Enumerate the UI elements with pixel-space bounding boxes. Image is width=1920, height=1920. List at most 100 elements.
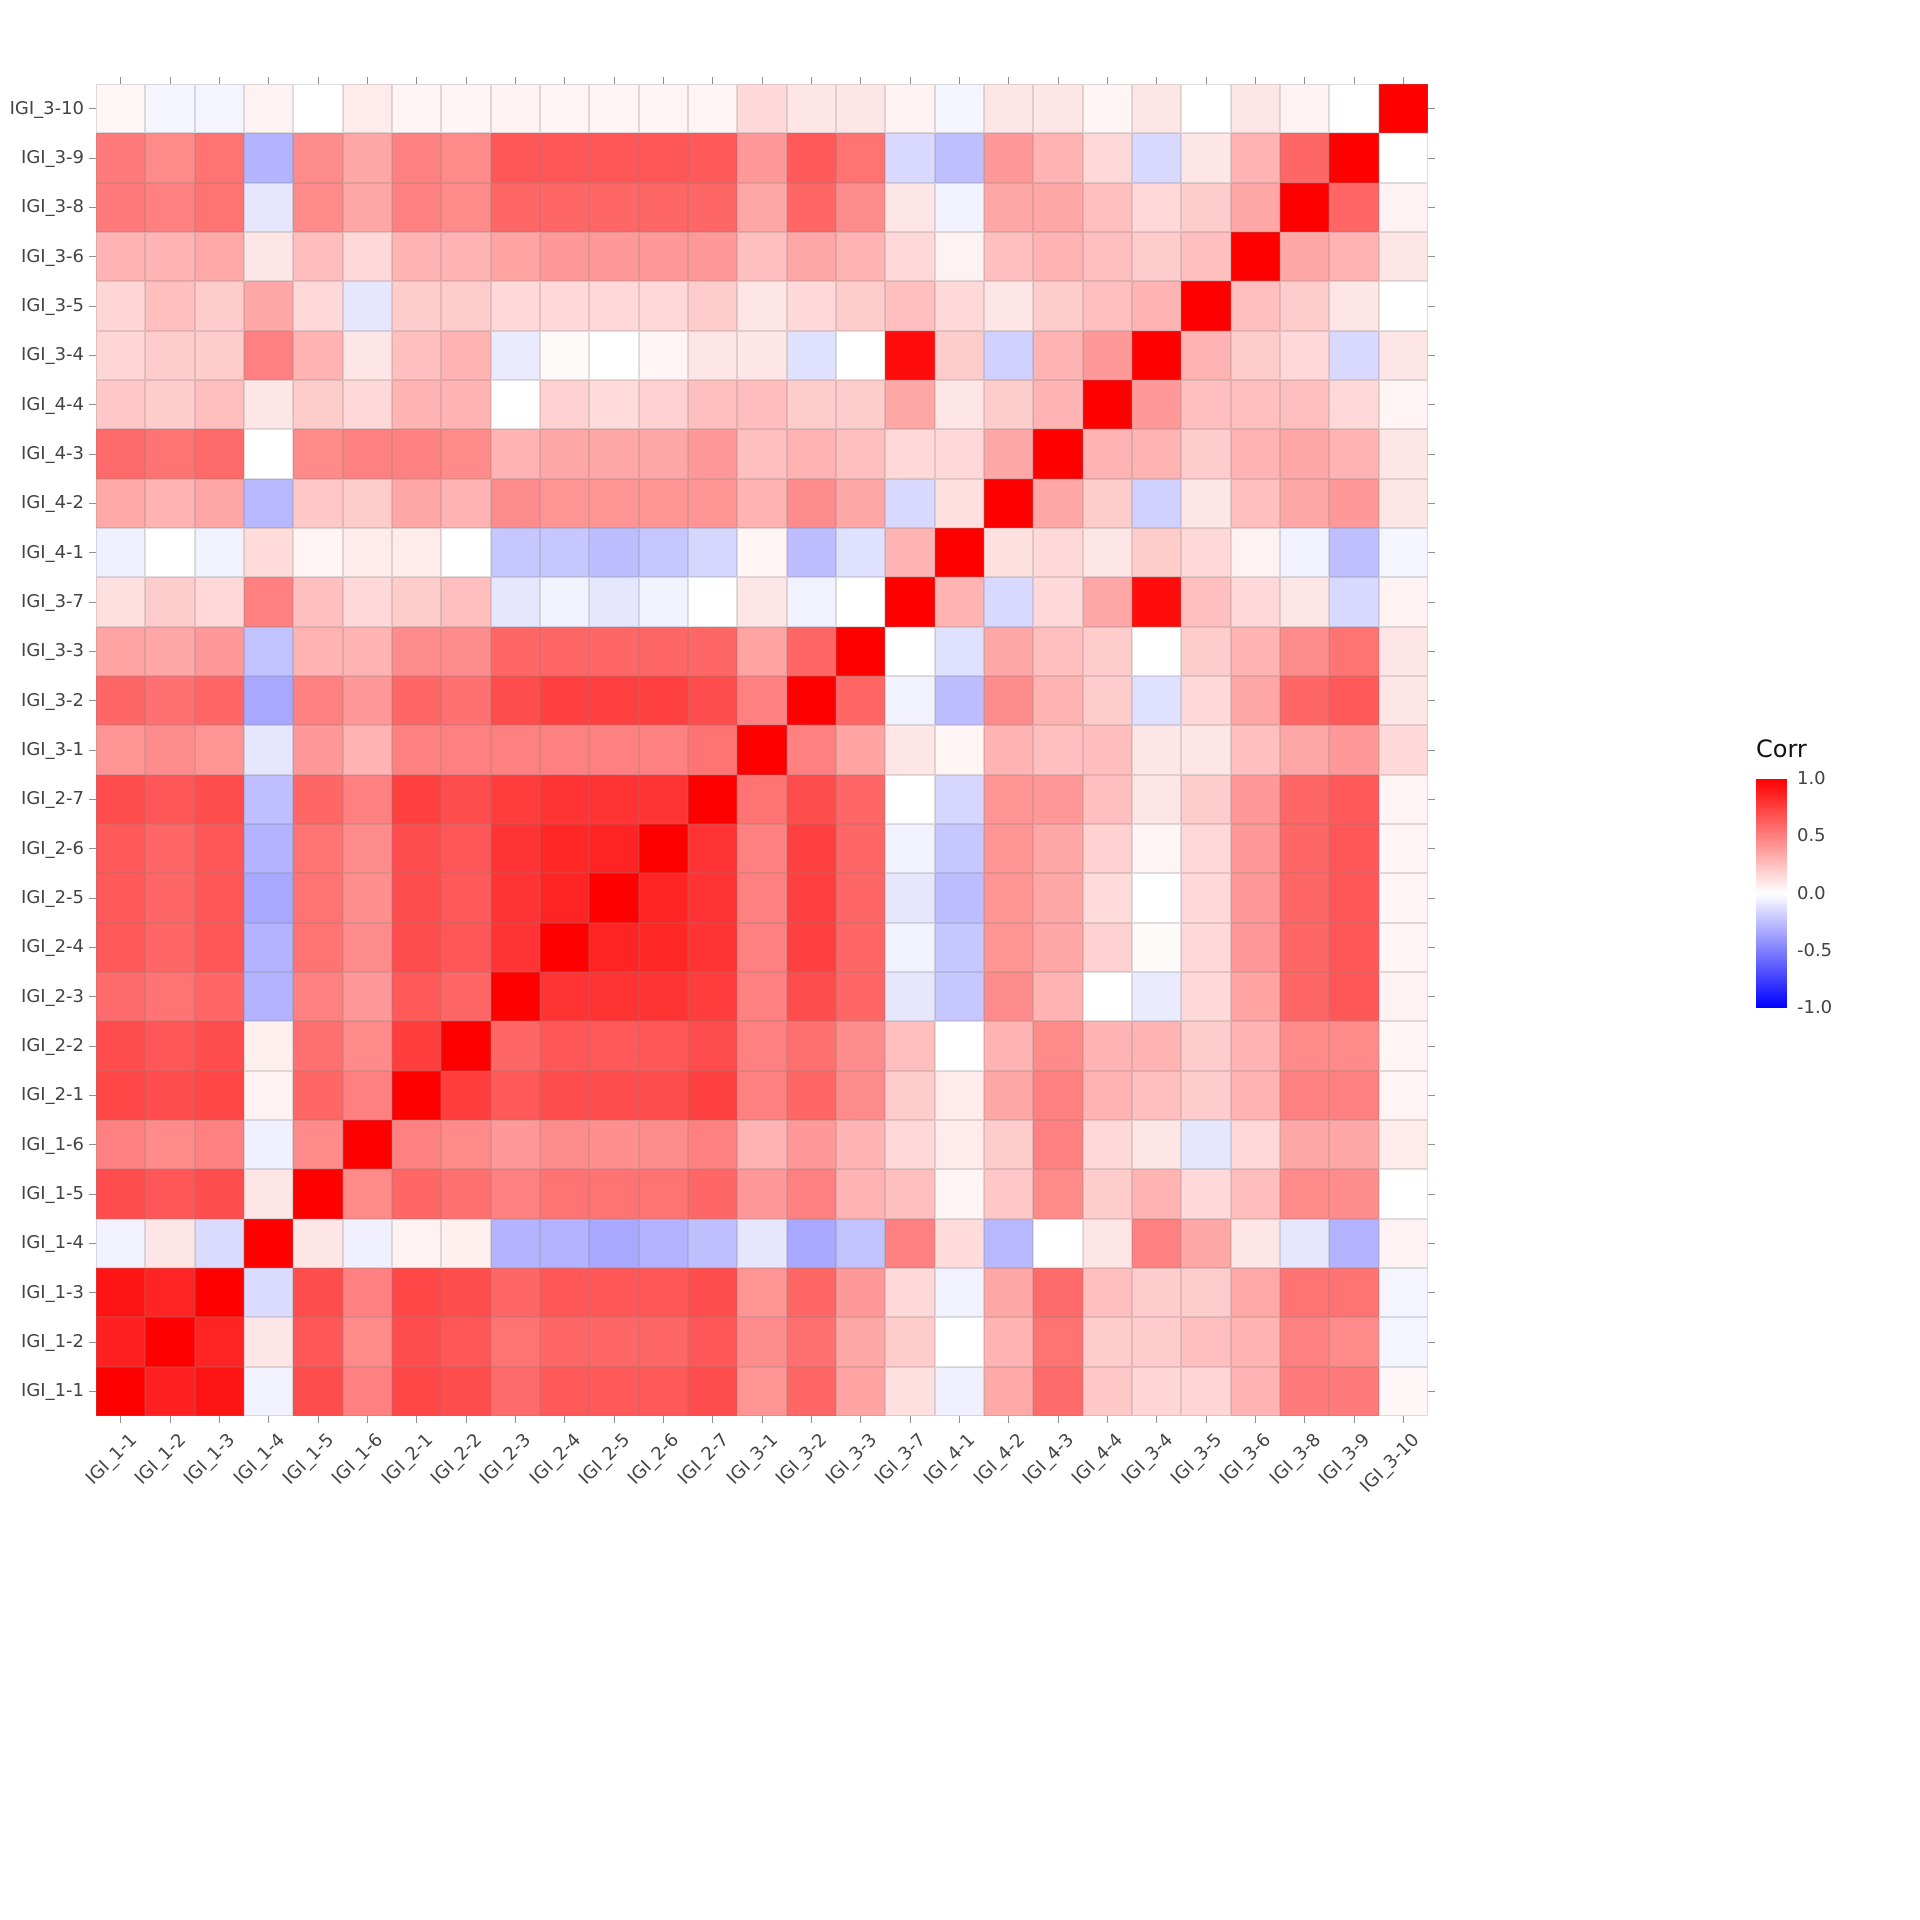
heatmap-panel	[96, 84, 1428, 1416]
heatmap-cell	[490, 1366, 540, 1416]
heatmap-cell	[1329, 330, 1379, 380]
heatmap-cell	[293, 873, 343, 923]
heatmap-cell	[243, 231, 294, 282]
heatmap-cell	[737, 922, 787, 972]
heatmap-cell	[194, 1366, 244, 1416]
heatmap-cell	[145, 133, 195, 183]
heatmap-cell	[638, 971, 688, 1022]
heatmap-cell	[1082, 626, 1132, 676]
heatmap-cell	[194, 873, 244, 923]
heatmap-cell	[243, 1119, 294, 1170]
heatmap-cell	[490, 971, 540, 1022]
heatmap-cell	[1181, 231, 1231, 282]
heatmap-cell	[589, 1119, 639, 1170]
heatmap-cell	[1082, 1119, 1132, 1170]
axis-tick	[1428, 453, 1435, 455]
axis-tick	[218, 77, 220, 84]
heatmap-cell	[539, 823, 590, 874]
heatmap-cell	[391, 379, 442, 430]
heatmap-cell	[885, 823, 935, 874]
heatmap-cell	[96, 84, 146, 134]
heatmap-cell	[885, 231, 935, 282]
heatmap-cell	[1230, 1169, 1280, 1219]
heatmap-cell	[243, 1169, 294, 1219]
heatmap-cell	[145, 675, 195, 726]
heatmap-cell	[1378, 281, 1428, 331]
x-axis-label: IGI_3-3	[821, 1429, 881, 1489]
axis-tick	[1428, 749, 1435, 751]
heatmap-cell	[293, 823, 343, 874]
axis-tick	[120, 1416, 122, 1423]
heatmap-cell	[342, 1119, 392, 1170]
heatmap-cell	[1329, 527, 1379, 578]
heatmap-cell	[1329, 231, 1379, 282]
y-axis-label: IGI_3-5	[21, 295, 84, 316]
heatmap-cell	[1378, 1317, 1428, 1367]
heatmap-cell	[342, 379, 392, 430]
heatmap-cell	[1033, 725, 1083, 775]
heatmap-cell	[194, 922, 244, 972]
axis-tick	[1402, 77, 1404, 84]
heatmap-cell	[1082, 1317, 1132, 1367]
heatmap-cell	[687, 429, 738, 479]
heatmap-cell	[1279, 577, 1330, 627]
heatmap-cell	[194, 1070, 244, 1120]
heatmap-cell	[539, 330, 590, 380]
heatmap-cell	[1230, 1218, 1280, 1268]
heatmap-cell	[687, 379, 738, 430]
axis-tick	[416, 1416, 418, 1423]
heatmap-cell	[243, 1021, 294, 1071]
heatmap-cell	[885, 182, 935, 232]
heatmap-cell	[96, 379, 146, 430]
heatmap-cell	[786, 330, 836, 380]
heatmap-cell	[1131, 971, 1182, 1022]
heatmap-cell	[96, 1021, 146, 1071]
heatmap-cell	[1181, 1366, 1231, 1416]
heatmap-cell	[1082, 231, 1132, 282]
heatmap-cell	[1131, 84, 1182, 134]
heatmap-cell	[342, 922, 392, 972]
axis-tick	[1428, 946, 1435, 948]
heatmap-cell	[737, 133, 787, 183]
heatmap-cell	[1279, 823, 1330, 874]
heatmap-cell	[145, 823, 195, 874]
heatmap-cell	[737, 1317, 787, 1367]
y-axis-label: IGI_2-5	[21, 887, 84, 908]
axis-tick	[89, 1094, 96, 1096]
axis-tick	[317, 77, 319, 84]
x-axis-label: IGI_4-2	[969, 1429, 1029, 1489]
heatmap-cell	[1378, 1119, 1428, 1170]
heatmap-cell	[490, 725, 540, 775]
heatmap-cell	[391, 1366, 442, 1416]
heatmap-cell	[835, 281, 886, 331]
heatmap-cell	[194, 478, 244, 528]
heatmap-cell	[687, 873, 738, 923]
heatmap-cell	[194, 675, 244, 726]
heatmap-cell	[1033, 1070, 1083, 1120]
axis-tick	[1428, 305, 1435, 307]
axis-tick	[1428, 897, 1435, 899]
heatmap-cell	[835, 1169, 886, 1219]
heatmap-cell	[737, 379, 787, 430]
heatmap-cell	[391, 626, 442, 676]
heatmap-cell	[490, 527, 540, 578]
heatmap-cell	[687, 527, 738, 578]
heatmap-cell	[934, 626, 984, 676]
axis-tick	[958, 1416, 960, 1423]
heatmap-cell	[589, 330, 639, 380]
heatmap-cell	[589, 1317, 639, 1367]
heatmap-cell	[885, 1366, 935, 1416]
axis-tick	[810, 1416, 812, 1423]
heatmap-cell	[1082, 330, 1132, 380]
x-axis-label: IGI_3-8	[1265, 1429, 1325, 1489]
heatmap-cell	[934, 231, 984, 282]
heatmap-cell	[1131, 330, 1182, 380]
heatmap-cell	[490, 281, 540, 331]
x-axis-label: IGI_4-3	[1018, 1429, 1079, 1489]
y-axis-label: IGI_2-7	[21, 788, 84, 810]
heatmap-cell	[687, 1366, 738, 1416]
y-axis-label: IGI_4-4	[21, 393, 84, 415]
heatmap-cell	[687, 577, 738, 627]
axis-tick	[89, 305, 96, 307]
